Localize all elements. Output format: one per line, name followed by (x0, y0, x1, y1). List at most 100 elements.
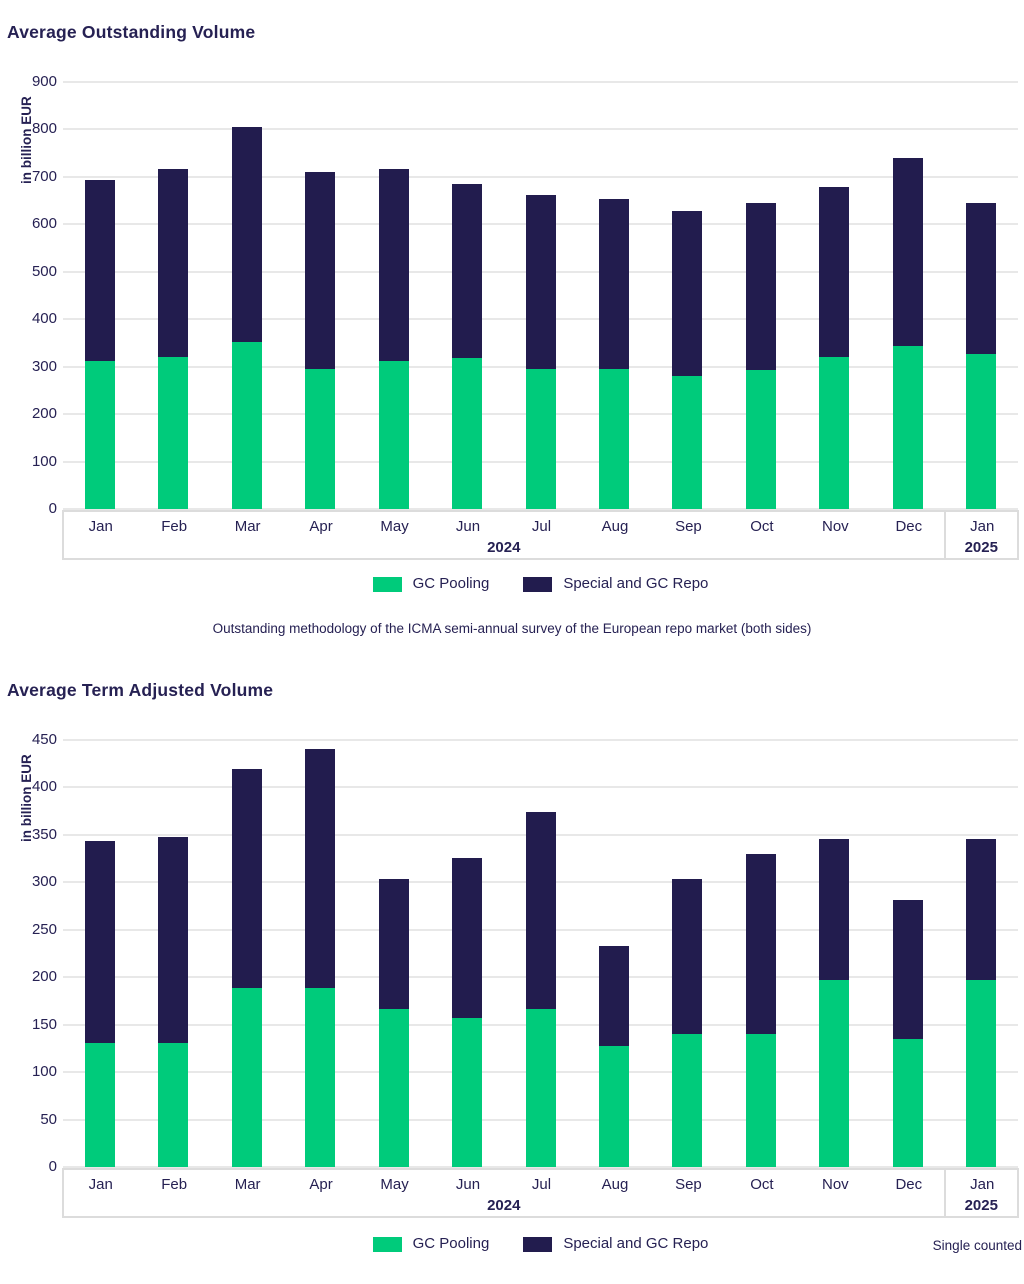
x-axis-year-label: 2024 (487, 1197, 521, 1214)
bar-segment (378, 1008, 409, 1167)
gridline-400 (63, 786, 1018, 789)
y-tick-100: 100 (31, 452, 57, 470)
legend-label: GC Pooling (412, 1235, 490, 1252)
x-tick-month: Aug (601, 1176, 629, 1193)
x-tick-month: Jul (531, 1176, 552, 1193)
x-tick-month: Jan (970, 1176, 995, 1193)
bar-segment (84, 840, 115, 1043)
y-tick-300: 300 (31, 357, 57, 375)
bar-segment (745, 853, 776, 1035)
legend-swatch-icon (372, 1236, 402, 1252)
bar-segment (819, 357, 850, 509)
x-tick-month: Jun (455, 518, 481, 535)
gridline-700 (63, 175, 1018, 178)
legend-swatch-icon (523, 576, 553, 592)
bar-segment (305, 172, 336, 369)
bar-segment (378, 361, 409, 509)
y-tick-0: 0 (48, 1158, 57, 1175)
x-axis-group-2024: Jan Feb Mar Apr May Jun Jul Aug Sep Oct Nov Dec 2024 (62, 1168, 946, 1218)
bar-segment (966, 354, 997, 509)
y-tick-200: 200 (31, 405, 57, 423)
x-axis-year-label: 2025 (964, 539, 998, 556)
x-tick-month: May (380, 1176, 409, 1193)
x-tick-month: Aug (601, 518, 629, 535)
bar-segment (305, 987, 336, 1167)
bar-segment (892, 345, 923, 509)
bar-segment (525, 1008, 556, 1167)
bar-segment (525, 812, 556, 1009)
legend-item: GC Pooling (372, 575, 490, 593)
legend-swatch-icon (372, 576, 402, 592)
bar-segment (231, 987, 262, 1167)
y-tick-600: 600 (31, 215, 57, 233)
legend-item: Special and GC Repo (523, 575, 708, 593)
bar-segment (745, 1034, 776, 1167)
x-tick-month: Mar (234, 518, 261, 535)
gridline-450 (63, 739, 1018, 741)
x-tick-month: Jun (455, 1176, 481, 1193)
legend-swatch-icon (523, 1236, 553, 1252)
bar-segment (452, 357, 483, 509)
bar-segment (892, 157, 923, 346)
x-tick-month: Jan (970, 518, 995, 535)
bar-segment (84, 361, 115, 509)
legend-label: GC Pooling (412, 575, 490, 592)
legend-label: Special and GC Repo (563, 575, 709, 592)
x-tick-month: Jan (88, 1176, 113, 1193)
y-tick-250: 250 (31, 920, 57, 938)
bar-segment (598, 198, 629, 370)
x-tick-month: Dec (895, 518, 923, 535)
bar-segment (231, 127, 262, 342)
x-tick-month: Nov (821, 1176, 849, 1193)
x-tick-month: Oct (750, 1176, 774, 1193)
plot-area: 0 50 100 150 200 250 300 350 400 450 Jan Feb Mar Apr M… (0, 658, 1024, 1268)
x-tick-month: Sep (675, 1176, 702, 1193)
bar-segment (231, 341, 262, 509)
y-tick-700: 700 (31, 167, 57, 185)
y-tick-400: 400 (31, 778, 57, 796)
y-tick-200: 200 (31, 968, 57, 986)
x-tick-month: Apr (309, 518, 333, 535)
legend-item: Special and GC Repo (523, 1235, 708, 1253)
y-tick-50: 50 (40, 1110, 57, 1128)
x-tick-month: Feb (161, 518, 188, 535)
bar-segment (525, 195, 556, 369)
x-tick-month: Nov (821, 518, 849, 535)
bar-segment (598, 369, 629, 509)
x-axis-year-label: 2024 (487, 539, 521, 556)
y-tick-800: 800 (31, 120, 57, 138)
y-tick-500: 500 (31, 262, 57, 280)
bar-segment (598, 1046, 629, 1167)
x-tick-month: Sep (675, 518, 702, 535)
x-tick-month: Oct (750, 518, 774, 535)
bar-segment (892, 1038, 923, 1167)
x-axis-group-2025: Jan 2025 (943, 1168, 1019, 1218)
chart-term-adjusted-volume: Average Term Adjusted Volume in billion … (0, 658, 1024, 1284)
bar-segment (672, 210, 703, 377)
bar-segment (158, 357, 189, 509)
legend-item: GC Pooling (372, 1235, 490, 1253)
bar-segment (305, 368, 336, 509)
bar-segment (84, 1042, 115, 1167)
bar-segment (966, 838, 997, 981)
chart-outstanding-volume: Average Outstanding Volume in billion EU… (0, 0, 1024, 640)
bar-segment (745, 369, 776, 509)
gridline-0 (63, 508, 1018, 510)
y-tick-450: 450 (31, 731, 57, 748)
bar-segment (158, 1042, 189, 1167)
x-tick-month: Dec (895, 1176, 923, 1193)
bar-segment (452, 857, 483, 1019)
bar-segment (305, 748, 336, 988)
bar-segment (819, 980, 850, 1167)
x-tick-month: Jan (88, 518, 113, 535)
chart-title: Average Term Adjusted Volume (7, 680, 274, 700)
bar-segment (452, 1018, 483, 1167)
x-tick-month: Mar (234, 1176, 261, 1193)
legend: GC Pooling Special and GC Repo (63, 575, 1018, 593)
x-tick-month: Feb (161, 1176, 188, 1193)
bar-segment (84, 180, 115, 362)
bar-segment (452, 183, 483, 358)
y-tick-350: 350 (31, 825, 57, 843)
gridline-800 (63, 128, 1018, 131)
bar-segment (819, 187, 850, 358)
